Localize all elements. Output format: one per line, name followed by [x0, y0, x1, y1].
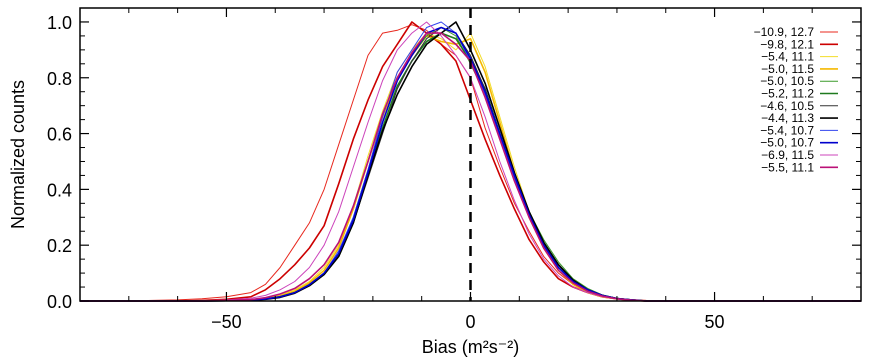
axis-ticks: [79, 8, 862, 302]
x-tick-label: −50: [211, 312, 242, 332]
legend: −10.9, 12.7−9.8, 12.1−5.4, 11.1−5.0, 11.…: [754, 25, 838, 174]
y-tick-label: 0.4: [47, 180, 72, 200]
x-tick-label: 0: [465, 312, 475, 332]
y-tick-label: 0.8: [47, 69, 72, 89]
x-axis-label: Bias (m²s⁻²): [422, 337, 520, 357]
legend-entry-label: −9.8, 12.1: [760, 37, 814, 51]
y-tick-label: 0.6: [47, 125, 72, 145]
y-tick-label: 0.2: [47, 236, 72, 256]
legend-entry-label: −5.0, 10.5: [760, 74, 814, 88]
legend-entry-label: −10.9, 12.7: [754, 25, 815, 39]
axis-tick-labels: −50 0 50 0.0 0.2 0.4 0.6 0.8 1.0: [47, 13, 725, 332]
legend-entry-label: −5.2, 11.2: [761, 87, 814, 101]
legend-entry-label: −5.5, 11.1: [761, 160, 814, 174]
x-tick-label: 50: [705, 312, 725, 332]
legend-entry-label: −6.9, 11.5: [761, 148, 814, 162]
legend-entry-label: −5.0, 11.5: [761, 62, 814, 76]
legend-entry-label: −5.0, 10.7: [760, 136, 814, 150]
legend-entry-label: −4.4, 11.3: [761, 111, 814, 125]
legend-entry-label: −5.4, 11.1: [761, 50, 814, 64]
legend-entry-label: −4.6, 10.5: [760, 99, 814, 113]
y-axis-label: Normalized counts: [8, 80, 28, 229]
y-tick-label: 0.0: [47, 292, 72, 312]
y-tick-label: 1.0: [47, 13, 72, 33]
legend-entry-label: −5.4, 10.7: [760, 123, 814, 137]
